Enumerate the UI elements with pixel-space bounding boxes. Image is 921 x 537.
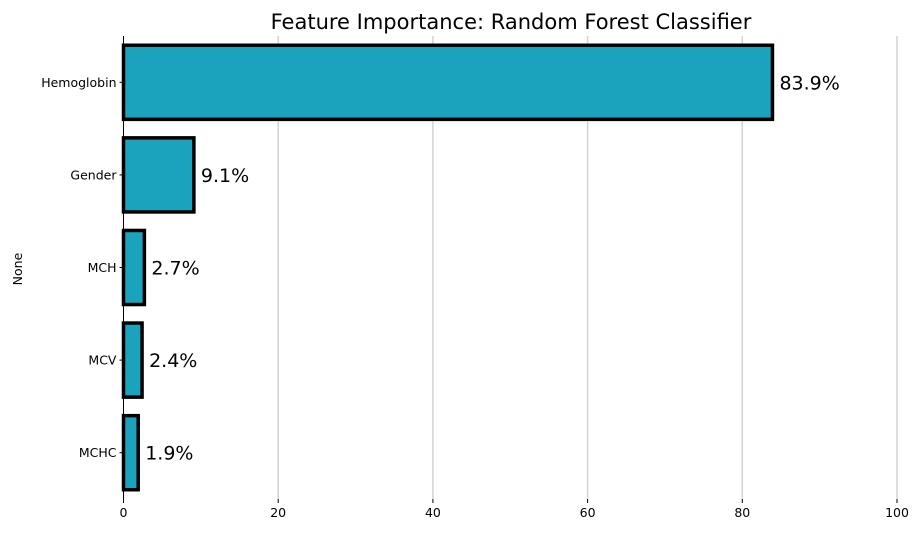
y-tick-label: Gender	[70, 167, 117, 182]
x-tick-label: 20	[270, 505, 286, 520]
data-label: 83.9%	[779, 72, 839, 94]
x-tick-label: 60	[580, 505, 596, 520]
bar-gender	[121, 136, 196, 214]
bar-hemoglobin	[121, 43, 775, 122]
bar-mcv	[121, 321, 144, 399]
data-label: 2.4%	[149, 350, 197, 372]
chart-title: Feature Importance: Random Forest Classi…	[271, 10, 752, 34]
data-labels: 83.9% 9.1% 2.7% 2.4% 1.9%	[145, 72, 840, 464]
bar-mch	[121, 228, 147, 307]
y-tick-label: MCH	[88, 260, 117, 275]
x-tick-label: 40	[425, 505, 441, 520]
bar-mchc	[121, 413, 140, 492]
y-axis-ticks: Hemoglobin Gender MCH MCV MCHC	[41, 75, 124, 460]
x-tick-label: 100	[885, 505, 909, 520]
x-axis-ticks: 0 20 40 60 80 100	[120, 499, 909, 520]
y-axis-label: None	[10, 252, 25, 285]
data-label: 9.1%	[201, 165, 249, 187]
y-tick-label: MCHC	[79, 445, 117, 460]
y-tick-label: MCV	[88, 353, 117, 368]
data-label: 2.7%	[151, 258, 199, 280]
x-tick-label: 0	[120, 505, 128, 520]
x-tick-label: 80	[734, 505, 750, 520]
bars	[121, 43, 775, 492]
y-tick-label: Hemoglobin	[41, 75, 116, 90]
data-label: 1.9%	[145, 443, 193, 465]
